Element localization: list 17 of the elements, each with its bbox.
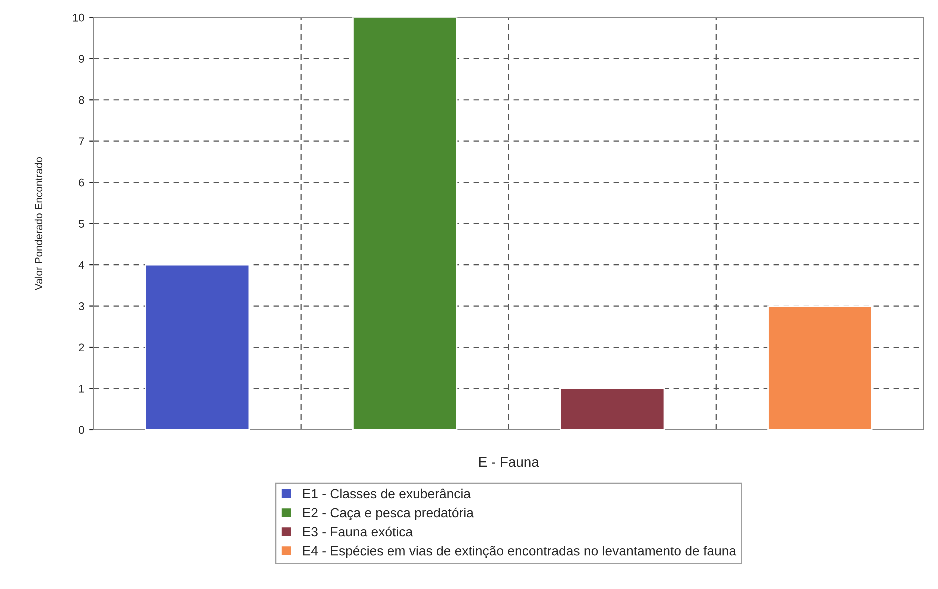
- y-tick-label: 5: [79, 220, 84, 228]
- legend-label: E2 - Caça e pesca predatória: [303, 508, 474, 520]
- y-tick-label: 6: [79, 178, 84, 187]
- y-tick-label: 0: [79, 426, 84, 434]
- y-tick-label: 1: [79, 385, 84, 393]
- y-tick-label: 3: [79, 302, 84, 310]
- legend-label: E1 - Classes de exuberância: [303, 488, 472, 499]
- y-tick-label: 4: [78, 261, 84, 270]
- y-tick-label: 10: [73, 14, 84, 22]
- y-tick-label: 9: [79, 55, 84, 64]
- y-tick-label: 8: [79, 96, 84, 104]
- legend-label: E3 - Fauna exótica: [303, 526, 414, 537]
- y-axis-title: Valor Ponderado Encontrado: [34, 157, 43, 291]
- y-tick-label: 7: [79, 138, 84, 146]
- legend-label: E4 - Espécies em vias de extinção encontradas no levantamento de fauna: [303, 546, 737, 558]
- x-axis-title: E - Fauna: [480, 457, 540, 468]
- y-tick-label: 2: [79, 344, 84, 352]
